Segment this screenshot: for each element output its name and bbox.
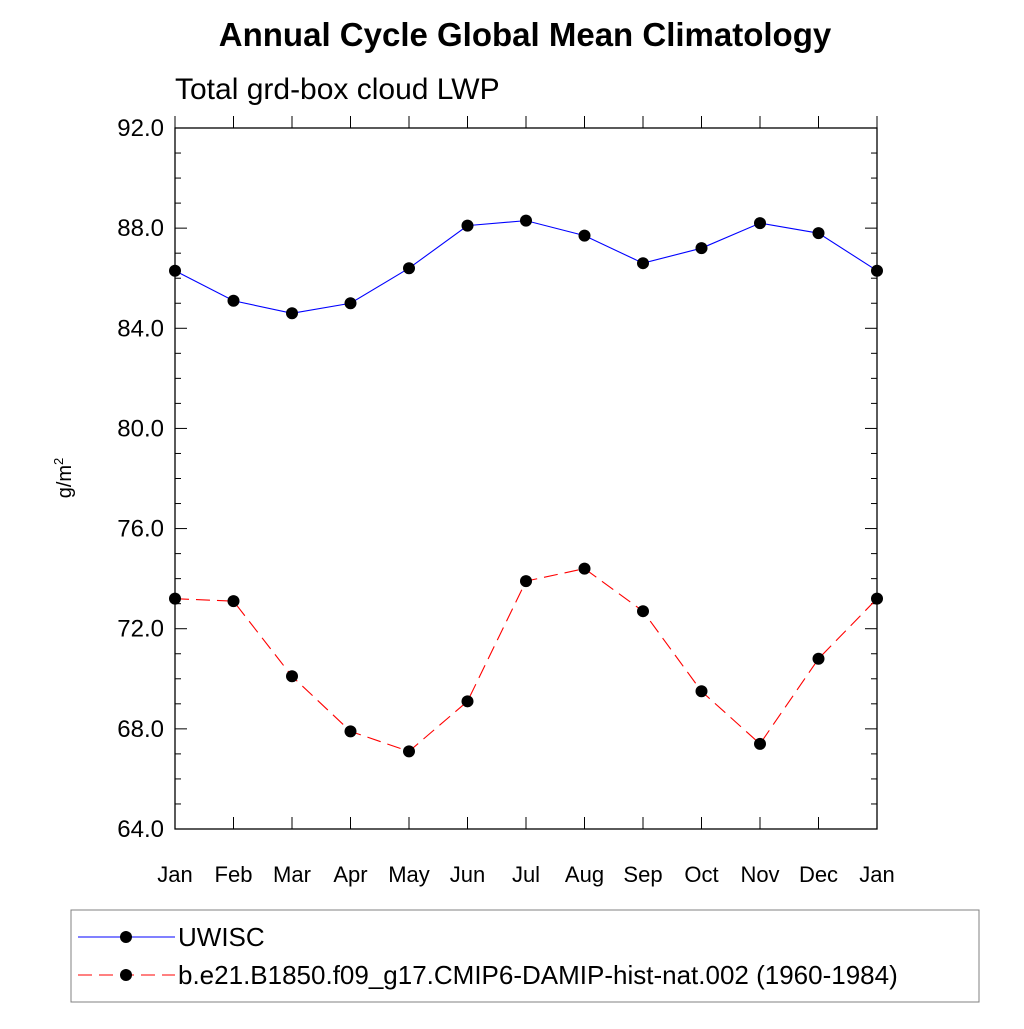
data-point [578, 562, 591, 575]
y-tick-label: 84.0 [117, 315, 164, 342]
data-point [871, 264, 883, 277]
y-tick-label: 72.0 [117, 616, 164, 643]
chart-subtitle: Total grd-box cloud LWP [175, 73, 500, 106]
data-point [520, 214, 532, 227]
legend-label: b.e21.B1850.f09_g17.CMIP6-DAMIP-hist-nat… [178, 960, 898, 990]
data-point [286, 307, 298, 320]
data-point [344, 297, 357, 310]
data-point [227, 595, 240, 608]
data-point [637, 605, 649, 618]
x-tick-label: Sep [623, 862, 662, 887]
data-point [461, 695, 474, 708]
legend-item: b.e21.B1850.f09_g17.CMIP6-DAMIP-hist-nat… [78, 960, 898, 990]
data-point [520, 575, 532, 588]
legend-label: UWISC [178, 922, 265, 952]
data-point [871, 592, 883, 605]
series-line [174, 568, 878, 753]
data-point [754, 737, 766, 750]
data-point [812, 227, 825, 240]
data-point [403, 745, 415, 758]
data-point [812, 652, 825, 665]
x-tick-label: Aug [565, 862, 604, 887]
x-tick-label: Dec [799, 862, 838, 887]
chart-title: Annual Cycle Global Mean Climatology [219, 16, 832, 53]
y-tick-label: 68.0 [117, 716, 164, 743]
data-point [286, 670, 298, 683]
legend: UWISC b.e21.B1850.f09_g17.CMIP6-DAMIP-his… [70, 909, 980, 1003]
x-tick-label: Feb [215, 862, 253, 887]
x-tick-label: Nov [740, 862, 779, 887]
data-point [578, 229, 591, 242]
legend-box [70, 909, 980, 1003]
x-tick-label: Mar [273, 862, 311, 887]
data-point [344, 725, 357, 738]
x-tick-label: Jan [157, 862, 192, 887]
y-tick-label: 80.0 [117, 415, 164, 442]
y-tick-label: 76.0 [117, 516, 164, 543]
x-tick-label: Jun [450, 862, 485, 887]
series-2 [169, 562, 883, 758]
data-point [169, 264, 181, 277]
x-tick-label: Apr [333, 862, 367, 887]
series-1 [169, 214, 883, 320]
data-point [403, 262, 415, 275]
data-point [227, 294, 240, 307]
y-axis-label: g/m2 [51, 458, 76, 499]
x-tick-label: Oct [684, 862, 718, 887]
data-point [754, 217, 766, 230]
y-tick-label: 64.0 [117, 816, 164, 843]
data-point [695, 242, 708, 255]
legend-item: UWISC [78, 922, 265, 952]
x-tick-label: Jan [859, 862, 894, 887]
x-tick-label: Jul [512, 862, 540, 887]
data-point [169, 592, 181, 605]
x-tick-label: May [388, 862, 430, 887]
data-point [637, 257, 649, 270]
data-point [695, 685, 708, 698]
data-point [461, 219, 474, 232]
series-line [174, 220, 878, 314]
y-tick-label: 88.0 [117, 215, 164, 242]
series-group [169, 214, 883, 758]
plot-frame [174, 127, 878, 830]
y-tick-label: 92.0 [117, 115, 164, 142]
legend-marker [120, 931, 132, 943]
axes: 64.0 68.0 72.0 76.0 80.0 84.0 88.0 92.0 Jan Feb Ma… [117, 115, 894, 887]
legend-marker [120, 969, 132, 981]
